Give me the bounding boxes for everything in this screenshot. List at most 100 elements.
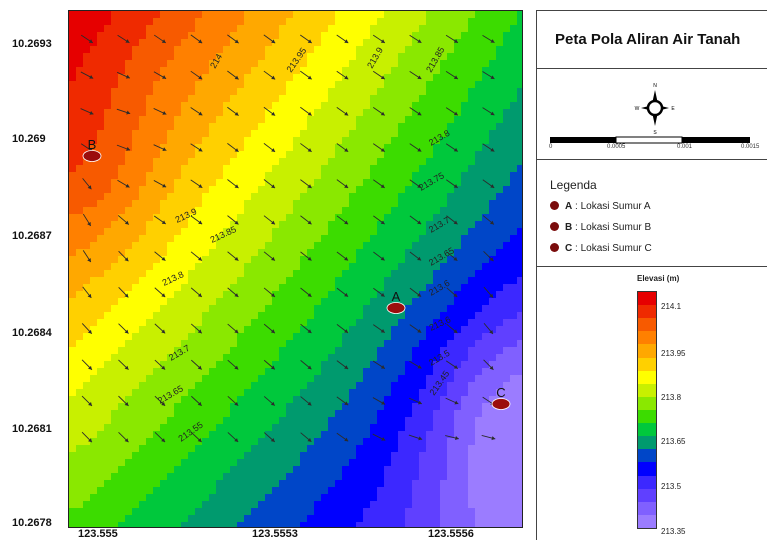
elevation-band-cell xyxy=(468,389,476,397)
elevation-band-cell xyxy=(440,445,448,453)
elevation-band-cell xyxy=(188,284,196,292)
elevation-band-cell xyxy=(433,291,441,299)
elevation-band-cell xyxy=(125,221,133,229)
elevation-band-cell xyxy=(314,508,322,516)
elevation-band-cell xyxy=(314,473,322,481)
elevation-band-cell xyxy=(251,130,259,138)
elevation-band-cell xyxy=(139,200,147,208)
elevation-band-cell xyxy=(517,515,522,523)
elevation-band-cell xyxy=(153,256,161,264)
elevation-band-cell xyxy=(517,158,522,166)
elevation-band-cell xyxy=(230,32,238,40)
elevation-band-cell xyxy=(447,53,455,61)
elevation-band-cell xyxy=(230,473,238,481)
elevation-band-cell xyxy=(153,95,161,103)
elevation-band-cell xyxy=(132,123,140,131)
elevation-band-cell xyxy=(293,508,301,516)
elevation-band-cell xyxy=(517,382,522,390)
elevation-band-cell xyxy=(377,389,385,397)
elevation-band-cell xyxy=(104,284,112,292)
elevation-band-cell xyxy=(293,403,301,411)
elevation-band-cell xyxy=(167,18,175,26)
elevation-band-cell xyxy=(370,403,378,411)
elevation-band-cell xyxy=(496,466,504,474)
elevation-band-cell xyxy=(489,67,497,75)
elevation-band-cell xyxy=(489,270,497,278)
elevation-band-cell xyxy=(223,522,231,527)
elevation-band-cell xyxy=(342,277,350,285)
elevation-band-cell xyxy=(279,389,287,397)
elevation-band-cell xyxy=(342,382,350,390)
elevation-band-cell xyxy=(335,319,343,327)
elevation-band-cell xyxy=(237,277,245,285)
elevation-band-cell xyxy=(202,487,210,495)
elevation-band-cell xyxy=(125,515,133,523)
elevation-band-cell xyxy=(433,186,441,194)
elevation-band-cell xyxy=(174,396,182,404)
elevation-band-cell xyxy=(251,522,259,527)
elevation-band-cell xyxy=(258,144,266,152)
elevation-band-cell xyxy=(279,494,287,502)
elevation-band-cell xyxy=(356,11,364,19)
elevation-band-cell xyxy=(426,515,434,523)
elevation-band-cell xyxy=(153,368,161,376)
elevation-band-cell xyxy=(349,466,357,474)
elevation-band-cell xyxy=(475,39,483,47)
elevation-band-cell xyxy=(104,298,112,306)
elevation-band-cell xyxy=(398,53,406,61)
flow-arrow xyxy=(445,397,459,405)
elevation-band-cell xyxy=(489,221,497,229)
elevation-band-cell xyxy=(272,298,280,306)
elevation-band-cell xyxy=(363,25,371,33)
elevation-band-cell xyxy=(293,501,301,509)
elevation-band-cell xyxy=(447,32,455,40)
elevation-band-cell xyxy=(440,291,448,299)
elevation-band-cell xyxy=(216,172,224,180)
elevation-band-cell xyxy=(97,284,105,292)
elevation-band-cell xyxy=(90,431,98,439)
elevation-band-cell xyxy=(419,32,427,40)
elevation-band-cell xyxy=(349,95,357,103)
elevation-band-cell xyxy=(503,375,511,383)
elevation-band-cell xyxy=(447,445,455,453)
elevation-band-cell xyxy=(503,256,511,264)
elevation-band-cell xyxy=(419,144,427,152)
elevation-band-cell xyxy=(230,410,238,418)
elevation-band-cell xyxy=(328,452,336,460)
elevation-band-cell xyxy=(237,88,245,96)
flow-arrow xyxy=(227,359,239,370)
flow-arrow xyxy=(482,215,495,225)
elevation-band-cell xyxy=(265,501,273,509)
elevation-band-cell xyxy=(307,200,315,208)
elevation-band-cell xyxy=(363,256,371,264)
elevation-band-cell xyxy=(419,81,427,89)
elevation-band-cell xyxy=(265,431,273,439)
elevation-band-cell xyxy=(83,200,91,208)
elevation-band-cell xyxy=(111,221,119,229)
elevation-band-cell xyxy=(237,67,245,75)
elevation-band-cell xyxy=(496,88,504,96)
elevation-band-cell xyxy=(342,438,350,446)
elevation-band-cell xyxy=(132,382,140,390)
elevation-band-cell xyxy=(153,193,161,201)
elevation-band-cell xyxy=(342,417,350,425)
elevation-band-cell xyxy=(384,242,392,250)
elevation-band-cell xyxy=(97,403,105,411)
elevation-band-cell xyxy=(160,340,168,348)
flow-arrow xyxy=(483,250,494,262)
elevation-band-cell xyxy=(216,326,224,334)
elevation-band-cell xyxy=(454,151,462,159)
elevation-band-cell xyxy=(83,67,91,75)
elevation-band-cell xyxy=(202,445,210,453)
elevation-band-cell xyxy=(139,361,147,369)
elevation-band-cell xyxy=(440,340,448,348)
elevation-band-cell xyxy=(356,102,364,110)
elevation-band-cell xyxy=(398,95,406,103)
elevation-band-cell xyxy=(496,291,504,299)
elevation-band-cell xyxy=(314,291,322,299)
elevation-band-cell xyxy=(132,109,140,117)
elevation-band-cell xyxy=(104,109,112,117)
elevation-band-cell xyxy=(447,158,455,166)
elevation-band-cell xyxy=(237,522,245,527)
elevation-band-cell xyxy=(461,354,469,362)
